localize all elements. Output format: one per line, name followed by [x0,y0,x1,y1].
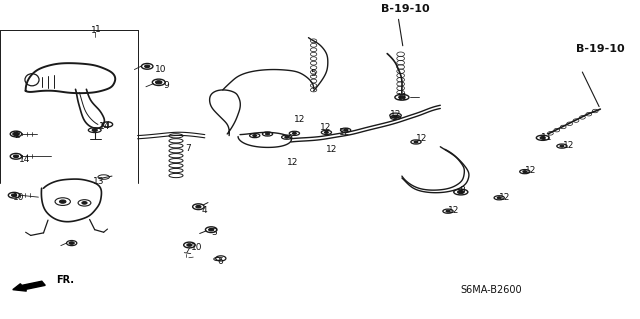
Text: 14: 14 [99,122,111,130]
Text: 12: 12 [294,115,306,124]
Text: 13: 13 [93,177,104,186]
Circle shape [292,132,296,134]
Circle shape [196,205,201,208]
Text: FR.: FR. [56,275,74,285]
Circle shape [253,135,257,137]
Text: S6MA-B2600: S6MA-B2600 [461,285,522,295]
Text: 12: 12 [339,128,351,137]
Text: 10: 10 [155,65,166,74]
Text: 12: 12 [499,193,511,202]
Circle shape [414,141,418,143]
Text: 12: 12 [448,206,460,215]
Text: 12: 12 [326,145,338,154]
Circle shape [344,129,348,131]
Circle shape [497,197,501,199]
Text: 14: 14 [19,155,31,164]
Circle shape [12,194,17,197]
Circle shape [187,244,192,246]
Text: 12: 12 [525,166,536,175]
Text: 3: 3 [211,228,217,237]
Text: 11: 11 [541,133,552,142]
Circle shape [458,190,464,194]
Circle shape [560,145,564,147]
Circle shape [13,132,19,136]
Circle shape [285,136,289,138]
Text: 12: 12 [390,110,402,119]
Text: B-19-10: B-19-10 [381,4,429,14]
Text: 1: 1 [91,26,97,35]
Text: 12: 12 [287,158,298,167]
Circle shape [446,210,450,212]
Text: 12: 12 [416,134,428,143]
FancyArrow shape [13,281,45,291]
Text: B-19-10: B-19-10 [576,44,625,55]
Circle shape [92,129,97,131]
Circle shape [60,200,66,203]
Circle shape [523,171,527,173]
Text: 10: 10 [191,243,202,252]
Circle shape [324,131,328,133]
Text: 4: 4 [202,206,207,215]
Text: 10: 10 [13,193,24,202]
Circle shape [209,228,214,231]
Text: 7: 7 [186,144,191,153]
Text: 11: 11 [397,93,408,102]
Circle shape [69,242,74,244]
Text: 5: 5 [310,69,316,78]
Text: 6: 6 [218,257,223,266]
Circle shape [82,202,87,204]
Circle shape [156,81,162,84]
Text: 8: 8 [460,186,465,195]
Circle shape [394,116,397,118]
Circle shape [145,65,150,68]
Circle shape [399,96,405,99]
Text: 12: 12 [563,141,575,150]
Circle shape [540,137,545,139]
Text: 9: 9 [163,81,169,90]
Text: 2: 2 [14,131,20,140]
Text: 1: 1 [95,25,100,34]
Text: 12: 12 [320,123,332,132]
Circle shape [266,133,269,135]
Circle shape [13,155,19,158]
